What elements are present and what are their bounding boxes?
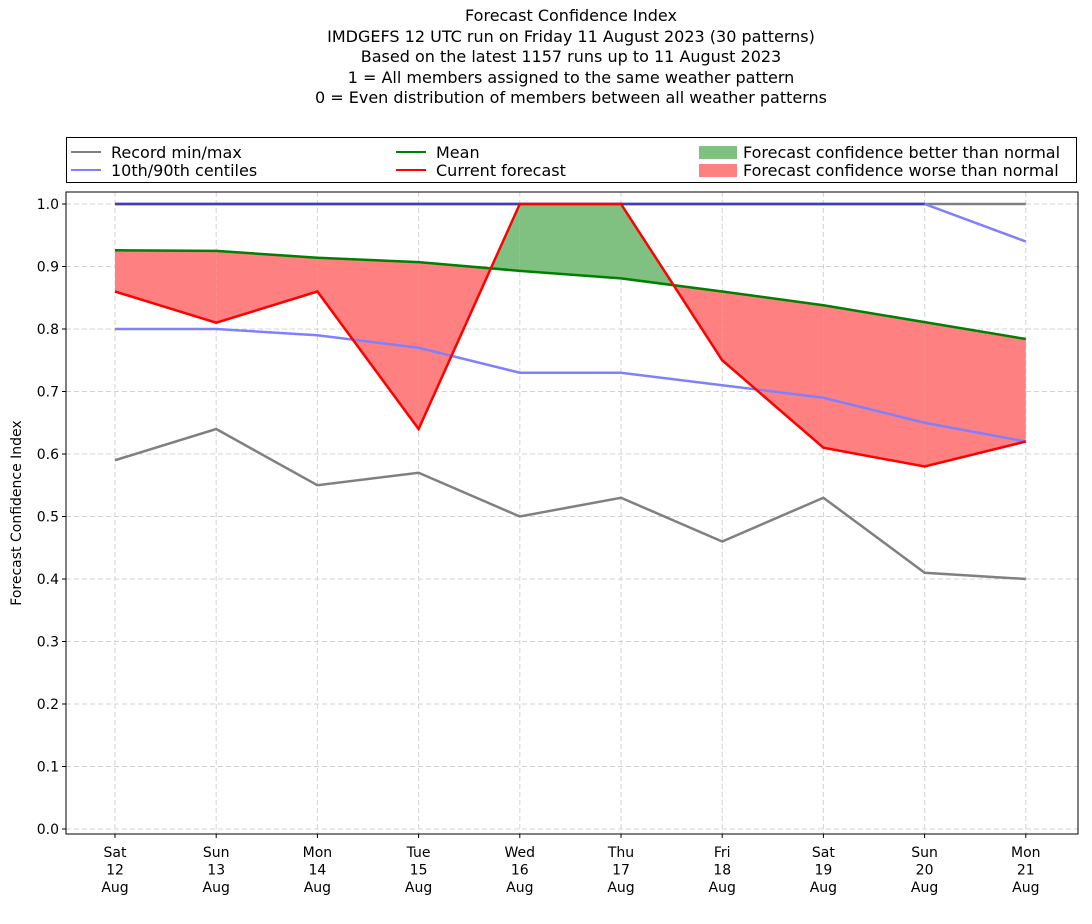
confidence-fills: [115, 204, 1026, 467]
x-tick-label-7-0: Sat: [812, 845, 835, 861]
series-lines: [114, 202, 1027, 581]
line-mean: [114, 249, 1027, 341]
x-tick-label-4-2: Aug: [506, 880, 533, 896]
legend-swatch-better: [699, 145, 737, 159]
legend-swatch-centiles: [71, 169, 101, 171]
line-centile-10th: [115, 327, 1027, 443]
x-tick-label-0-1: 12: [106, 863, 124, 879]
legend-item-better: Forecast confidence better than normal: [699, 142, 1061, 162]
y-axis: 0.0 0.1 0.2 0.3 0.4 0.5 0.6 0.7 0.8 0.9 1.0: [37, 197, 66, 838]
chart-title-line-2: IMDGEFS 12 UTC run on Friday 11 August 2…: [327, 26, 815, 46]
legend-label-better: Forecast confidence better than normal: [743, 142, 1061, 162]
x-tick-label-8-2: Aug: [911, 880, 938, 896]
fill-better-4: [519, 204, 621, 279]
x-tick-label-5-0: Thu: [607, 845, 634, 861]
x-tick-label-9-2: Aug: [1012, 880, 1039, 896]
x-tick-label-4-1: 16: [511, 863, 529, 879]
x-tick-label-8-0: Sun: [911, 845, 938, 861]
legend-item-centiles: 10th/90th centiles: [71, 160, 258, 180]
x-tick-label-6-1: 18: [713, 863, 731, 879]
y-tick-label-5: 0.5: [37, 510, 59, 526]
x-tick-label-1-0: Sun: [203, 845, 230, 861]
x-tick-label-5-1: 17: [612, 863, 630, 879]
line-record-min: [114, 427, 1026, 581]
x-tick-label-9-1: 21: [1017, 863, 1035, 879]
fill-worse-6: [722, 291, 824, 448]
x-tick-label-6-0: Fri: [714, 845, 731, 861]
y-tick-label-8: 0.8: [37, 322, 59, 338]
y-tick-label-4: 0.4: [37, 572, 59, 588]
y-tick-label-3: 0.3: [37, 635, 59, 651]
chart-title-line-5: 0 = Even distribution of members between…: [314, 88, 828, 107]
x-tick-label-4-0: Wed: [505, 845, 536, 861]
legend-label-worse: Forecast confidence worse than normal: [743, 160, 1059, 180]
y-tick-label-6: 0.6: [37, 447, 59, 463]
y-tick-label-0: 0.0: [37, 822, 59, 838]
x-tick-label-7-2: Aug: [810, 880, 837, 896]
y-tick-label-10: 1.0: [37, 197, 59, 213]
x-tick-label-0-0: Sat: [104, 845, 127, 861]
legend-label-current: Current forecast: [436, 160, 566, 180]
x-tick-label-0-2: Aug: [101, 880, 128, 896]
legend-label-record: Record min/max: [111, 142, 242, 162]
x-tick-label-2-2: Aug: [304, 880, 331, 896]
x-tick-label-1-2: Aug: [203, 880, 230, 896]
legend-swatch-worse: [699, 163, 737, 177]
chart-title-line-3: Based on the latest 1157 runs up to 11 A…: [360, 47, 782, 66]
y-axis-label: Forecast Confidence Index: [9, 420, 25, 605]
x-tick-label-9-0: Mon: [1011, 845, 1041, 861]
legend-swatch-record: [71, 151, 101, 153]
legend-item-record: Record min/max: [71, 142, 242, 162]
fill-worse-8: [924, 322, 1026, 467]
line-current-forecast: [114, 202, 1027, 468]
x-tick-label-1-1: 13: [207, 863, 225, 879]
y-tick-label-7: 0.7: [37, 385, 59, 401]
chart-title-line-1: Forecast Confidence Index: [465, 6, 677, 25]
chart-legend: Record min/max 10th/90th centiles Mean C…: [66, 137, 1077, 183]
legend-swatch-current: [396, 169, 426, 171]
legend-label-centiles: 10th/90th centiles: [111, 160, 258, 180]
y-tick-label-1: 0.1: [37, 760, 59, 776]
x-tick-label-7-1: 19: [814, 863, 832, 879]
legend-label-mean: Mean: [436, 142, 480, 162]
x-tick-label-8-1: 20: [916, 863, 934, 879]
x-tick-label-3-1: 15: [410, 863, 428, 879]
fill-worse-2: [317, 257, 419, 429]
x-tick-label-5-2: Aug: [607, 880, 634, 896]
x-tick-label-3-0: Tue: [406, 845, 431, 861]
x-tick-label-2-0: Mon: [303, 845, 333, 861]
x-axis: Sat12AugSun13AugMon14AugTue15AugWed16Aug…: [101, 834, 1041, 896]
x-tick-label-2-1: 14: [308, 863, 326, 879]
legend-swatch-mean: [396, 151, 426, 153]
fill-worse-1: [216, 250, 318, 323]
fill-worse-0: [115, 250, 217, 323]
y-tick-label-2: 0.2: [37, 697, 59, 713]
plot-frame: [65, 191, 1079, 835]
chart-title: Forecast Confidence Index IMDGEFS 12 UTC…: [0, 6, 1092, 109]
x-tick-label-6-2: Aug: [709, 880, 736, 896]
legend-item-worse: Forecast confidence worse than normal: [699, 160, 1059, 180]
fill-worse-7: [823, 305, 925, 467]
y-tick-label-9: 0.9: [37, 260, 59, 276]
x-tick-label-3-2: Aug: [405, 880, 432, 896]
chart-title-line-4: 1 = All members assigned to the same wea…: [347, 67, 795, 87]
legend-item-mean: Mean: [396, 142, 480, 162]
legend-item-current: Current forecast: [396, 160, 566, 180]
